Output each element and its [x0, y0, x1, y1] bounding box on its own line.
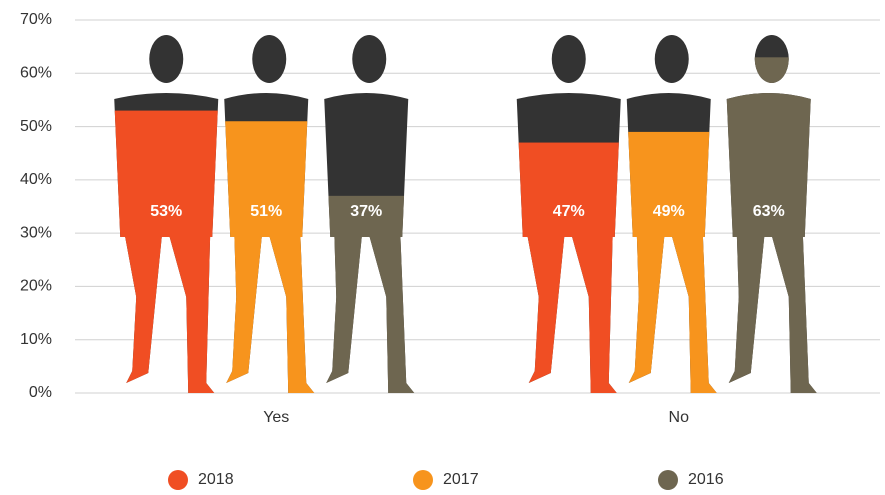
y-tick-label: 70% — [20, 11, 52, 28]
bar — [599, 132, 739, 393]
legend-marker — [413, 470, 433, 490]
y-tick-label: 0% — [29, 384, 52, 401]
bar — [699, 57, 839, 393]
y-tick-label: 30% — [20, 224, 52, 241]
legend-label: 2018 — [198, 471, 234, 488]
y-tick-label: 60% — [20, 65, 52, 82]
y-tick-label: 50% — [20, 118, 52, 135]
x-tick-label: No — [669, 409, 690, 426]
legend-marker — [168, 470, 188, 490]
value-label: 53% — [150, 203, 182, 220]
value-label: 49% — [653, 203, 685, 220]
chart: 0% 10% 20% 30% 40% 50% 60% 70% Yes 53% 51% 37% No 47%… — [0, 0, 885, 495]
y-tick-label: 10% — [20, 331, 52, 348]
value-label: 51% — [250, 203, 282, 220]
value-label: 37% — [350, 203, 382, 220]
value-label: 63% — [753, 203, 785, 220]
bar — [196, 121, 336, 393]
legend-marker — [658, 470, 678, 490]
bar — [296, 196, 436, 393]
legend-label: 2016 — [688, 471, 724, 488]
x-tick-label: Yes — [263, 409, 289, 426]
legend-label: 2017 — [443, 471, 479, 488]
y-tick-label: 40% — [20, 171, 52, 188]
value-label: 47% — [553, 203, 585, 220]
bar — [96, 111, 236, 393]
y-tick-label: 20% — [20, 278, 52, 295]
